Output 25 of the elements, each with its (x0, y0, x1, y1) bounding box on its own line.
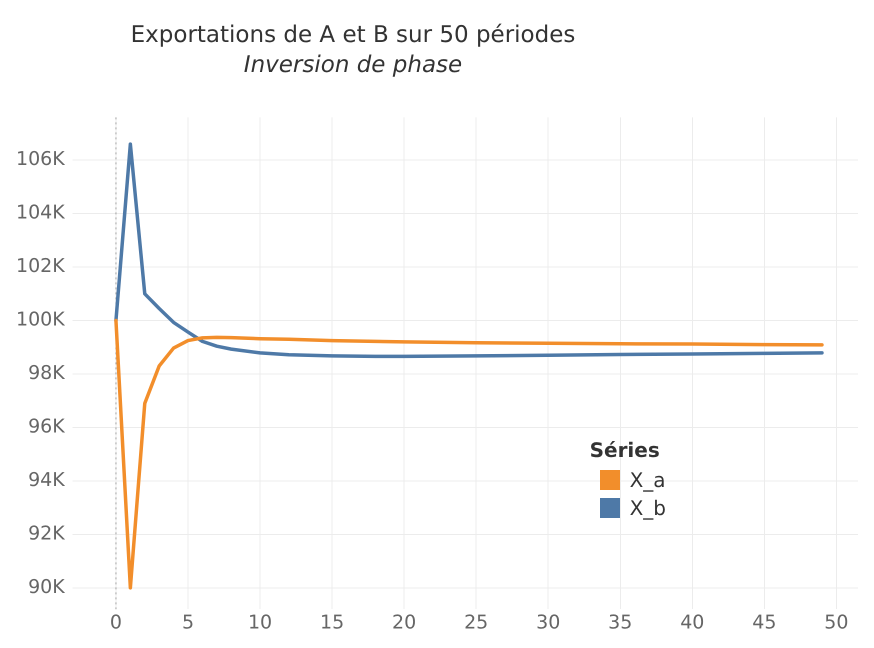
x-tick-label: 20 (392, 612, 416, 634)
y-tick-label: 102K (16, 255, 66, 278)
y-tick-label: 104K (16, 202, 66, 224)
y-tick-label: 98K (28, 362, 66, 384)
x-tick-label: 30 (536, 612, 560, 634)
legend-label: X_b (630, 496, 666, 520)
x-tick-label: 10 (248, 612, 272, 634)
x-tick-label: 25 (464, 612, 488, 634)
y-tick-label: 94K (28, 468, 66, 491)
chart-title: Exportations de A et B sur 50 périodes (130, 21, 576, 48)
x-tick-label: 5 (182, 612, 194, 634)
legend-title: Séries (590, 438, 661, 462)
x-tick-label: 0 (110, 612, 122, 634)
chart-subtitle: Inversion de phase (242, 51, 464, 78)
x-tick-label: 40 (680, 612, 704, 634)
y-tick-label: 96K (28, 415, 66, 438)
x-tick-label: 45 (752, 612, 776, 634)
y-tick-label: 100K (16, 308, 66, 330)
y-tick-label: 92K (28, 522, 66, 544)
x-tick-label: 15 (320, 612, 344, 634)
y-tick-label: 90K (28, 576, 66, 598)
x-tick-label: 50 (824, 612, 848, 634)
y-tick-label: 106K (16, 148, 66, 170)
legend-label: X_a (630, 468, 666, 492)
x-tick-label: 35 (608, 612, 632, 634)
